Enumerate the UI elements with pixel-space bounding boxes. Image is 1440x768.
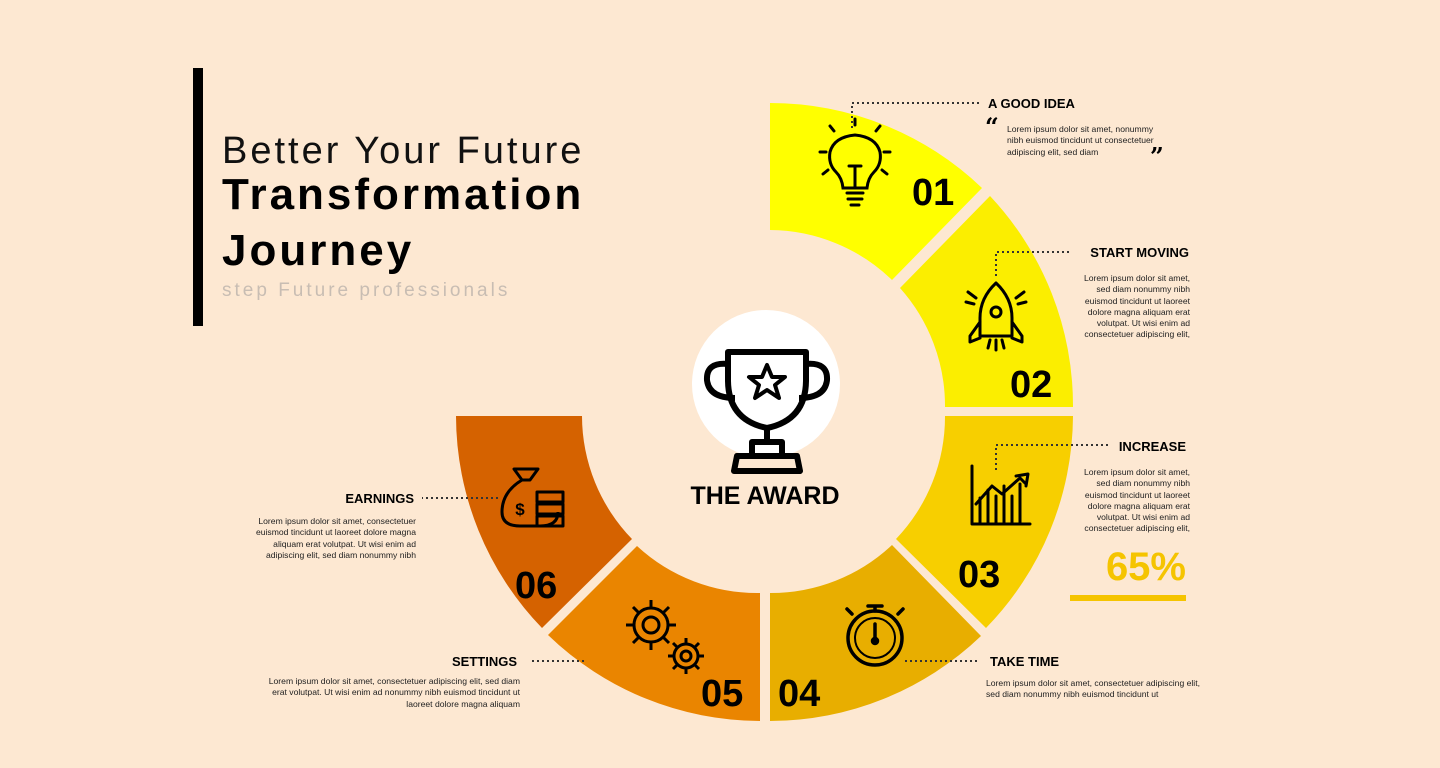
step-number-01: 01 bbox=[912, 172, 954, 214]
lightbulb-icon bbox=[818, 117, 892, 207]
rocket-icon bbox=[964, 281, 1028, 352]
money-bag-icon: $ bbox=[500, 467, 565, 528]
progress-underline bbox=[1070, 595, 1186, 601]
stopwatch-icon bbox=[845, 604, 905, 667]
step-text-06: Lorem ipsum dolor sit amet, consectetuer… bbox=[255, 516, 416, 560]
connectors bbox=[422, 102, 1110, 662]
step-text-02: Lorem ipsum dolor sit amet, sed diam non… bbox=[1083, 273, 1190, 340]
step-title-05: SETTINGS bbox=[451, 654, 517, 669]
segment-03 bbox=[896, 416, 1073, 628]
segment-01 bbox=[770, 102, 982, 281]
title-accent-bar bbox=[193, 68, 203, 326]
title-line-2: Transformation bbox=[222, 170, 585, 219]
segment-02 bbox=[900, 196, 1074, 407]
segment-06 bbox=[456, 416, 632, 628]
step-title-02: START MOVING bbox=[1090, 245, 1189, 260]
award-label: THE AWARD bbox=[690, 482, 839, 510]
step-title-06: EARNINGS bbox=[345, 491, 414, 506]
step-number-05: 05 bbox=[701, 673, 743, 715]
step-title-04: TAKE TIME bbox=[990, 654, 1060, 669]
step-number-04: 04 bbox=[778, 673, 820, 715]
gears-icon bbox=[626, 600, 704, 674]
svg-text:$: $ bbox=[515, 500, 525, 519]
title-line-3: Journey bbox=[222, 226, 415, 275]
title-line-1: Better Your Future bbox=[222, 130, 585, 172]
award-circle bbox=[692, 310, 840, 458]
open-quote-icon: “ bbox=[985, 112, 999, 141]
step-title-03: INCREASE bbox=[1118, 439, 1186, 454]
step-number-03: 03 bbox=[958, 554, 1000, 596]
progress-percent: 65% bbox=[1105, 545, 1186, 589]
trophy-icon bbox=[703, 349, 831, 474]
step-number-06: 06 bbox=[515, 565, 557, 607]
step-text-05: Lorem ipsum dolor sit amet, consectetuer… bbox=[268, 676, 520, 709]
step-text-01: Lorem ipsum dolor sit amet, nonummy nibh… bbox=[1007, 124, 1154, 157]
close-quote-icon: ” bbox=[1150, 142, 1164, 171]
step-text-03: Lorem ipsum dolor sit amet, sed diam non… bbox=[1083, 467, 1190, 534]
step-title-01: A GOOD IDEA bbox=[988, 96, 1075, 111]
step-text-04: Lorem ipsum dolor sit amet, consectetuer… bbox=[986, 678, 1200, 700]
step-number-02: 02 bbox=[1010, 364, 1052, 406]
subtitle: step Future professionals bbox=[222, 280, 511, 301]
growth-chart-icon bbox=[970, 464, 1032, 526]
